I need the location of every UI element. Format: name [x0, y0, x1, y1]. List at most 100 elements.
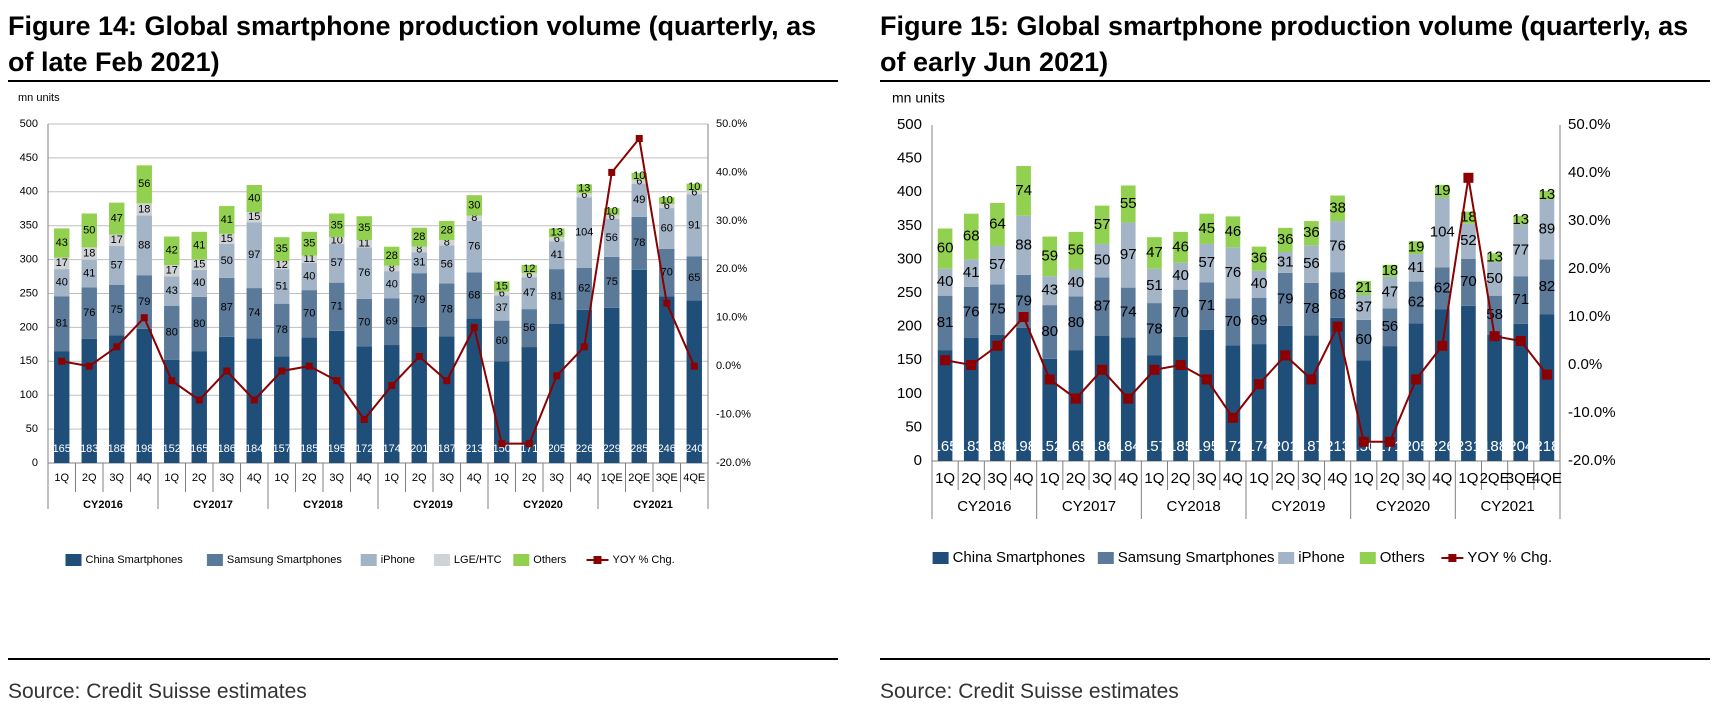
bar-value-label: 195 [1194, 438, 1219, 455]
x-axis-category-label: 3Q [1301, 470, 1321, 487]
bar-value-label: 8 [471, 212, 477, 224]
bar-segment [1225, 298, 1241, 346]
y2-axis-tick-label: 10.0% [716, 312, 747, 324]
bar-value-label: 74 [1015, 182, 1032, 199]
bar-value-label: 285 [630, 443, 648, 455]
bar-value-label: 226 [1430, 438, 1455, 455]
bar-value-label: 226 [575, 443, 593, 455]
bar-segment [219, 233, 235, 245]
y2-axis-tick-label: -20.0% [1568, 452, 1616, 469]
bar-segment [1408, 254, 1424, 282]
bar-segment [604, 214, 620, 219]
bar-value-label: 80 [1068, 314, 1085, 331]
bar-segment [659, 296, 675, 463]
bar-value-label: 240 [685, 443, 703, 455]
bar-segment [246, 222, 262, 289]
y-axis-tick-label: 250 [897, 284, 922, 301]
bar-value-label: 57 [989, 256, 1006, 273]
bar-value-label: 58 [1486, 306, 1503, 323]
bar-segment [494, 281, 510, 292]
bar-segment [604, 256, 620, 308]
bar-value-label: 40 [248, 192, 260, 204]
bar-value-label: 229 [603, 443, 621, 455]
bar-value-label: 40 [386, 279, 398, 291]
y-axis-tick-label: 250 [20, 287, 38, 299]
bar-value-label: 47 [1382, 284, 1399, 301]
bar-segment [1251, 246, 1267, 271]
bar-segment [1277, 272, 1293, 326]
x-axis-category-label: 4Q [357, 472, 372, 484]
bar-value-label: 78 [633, 237, 645, 249]
bar-value-label: 188 [108, 443, 126, 455]
yoy-marker [663, 299, 671, 307]
bar-value-label: 184 [1116, 438, 1141, 455]
bar-value-label: 35 [331, 219, 343, 231]
legend-swatch [1097, 552, 1114, 564]
figure-title: Figure 14: Global smartphone production … [8, 11, 817, 77]
x-axis-category-label: 1Q [1249, 470, 1269, 487]
bar-segment [963, 286, 979, 339]
y2-axis-tick-label: 30.0% [1568, 212, 1611, 229]
bar-value-label: 80 [166, 327, 178, 339]
bar-segment [274, 356, 290, 463]
legend-swatch [206, 554, 223, 566]
bar-segment [1094, 205, 1110, 244]
bar-segment [411, 273, 427, 327]
bar-segment [411, 227, 427, 247]
bar-value-label: 187 [1299, 438, 1324, 455]
bar-value-label: 6 [554, 233, 560, 245]
x-axis-category-label: 1Q [54, 472, 69, 484]
bar-value-label: 56 [523, 322, 535, 334]
x-axis-category-label: 3Q [1406, 470, 1426, 487]
x-axis-category-label: 2Q [1275, 470, 1295, 487]
bar-segment [990, 245, 1005, 285]
bar-value-label: 41 [221, 214, 233, 226]
bar-segment [1225, 247, 1241, 299]
bar-segment [576, 184, 592, 194]
bar-segment [1304, 335, 1319, 461]
x-axis-group-label: CY2019 [413, 499, 453, 511]
bar-value-label: 87 [1094, 298, 1111, 315]
yoy-marker [940, 355, 951, 366]
bar-segment [1251, 297, 1267, 345]
bar-segment [1199, 243, 1215, 283]
bar-segment [1120, 222, 1136, 288]
bar-value-label: 60 [937, 240, 954, 257]
bar-value-label: 37 [496, 302, 508, 314]
bar-segment [1513, 224, 1529, 277]
bar-value-label: 205 [548, 443, 566, 455]
yoy-line [61, 136, 696, 445]
bar-value-label: 40 [303, 270, 315, 282]
bar-value-label: 195 [328, 443, 346, 455]
bar-value-label: 15 [496, 280, 508, 292]
yoy-marker [1358, 436, 1369, 447]
bar-segment [1461, 223, 1476, 259]
y-axis-tick-label: 350 [20, 220, 38, 232]
bar-value-label: 188 [1482, 438, 1507, 455]
bar-segment [1461, 305, 1476, 461]
x-axis-category-label: 1Q [274, 472, 289, 484]
bar-value-label: 70 [1460, 273, 1477, 290]
x-axis-category-label: 2Q [412, 472, 427, 484]
title-rule [880, 80, 1710, 82]
bar-segment [1016, 165, 1031, 216]
x-axis-category-label: 3Q [109, 472, 124, 484]
y-axis-tick-label: 400 [20, 186, 38, 198]
yoy-marker [1070, 393, 1081, 404]
bar-value-label: 47 [111, 212, 123, 224]
x-axis-category-label: 2Q [961, 470, 981, 487]
bar-segment [274, 237, 290, 261]
bar-value-label: 18 [1460, 209, 1477, 226]
x-axis-category-label: 1Q [935, 470, 955, 487]
bar-segment [246, 185, 262, 213]
x-axis-category-label: 2Q [192, 472, 207, 484]
yoy-marker [278, 367, 286, 375]
legend-label: Others [1380, 549, 1425, 566]
bar-segment [576, 193, 592, 198]
bar-value-label: 81 [56, 318, 68, 330]
x-axis-group-label: CY2020 [523, 499, 563, 511]
bar-value-label: 6 [499, 287, 505, 299]
bar-segment [659, 197, 675, 205]
y2-axis-tick-label: 40.0% [716, 166, 747, 178]
bar-value-label: 35 [303, 238, 315, 250]
